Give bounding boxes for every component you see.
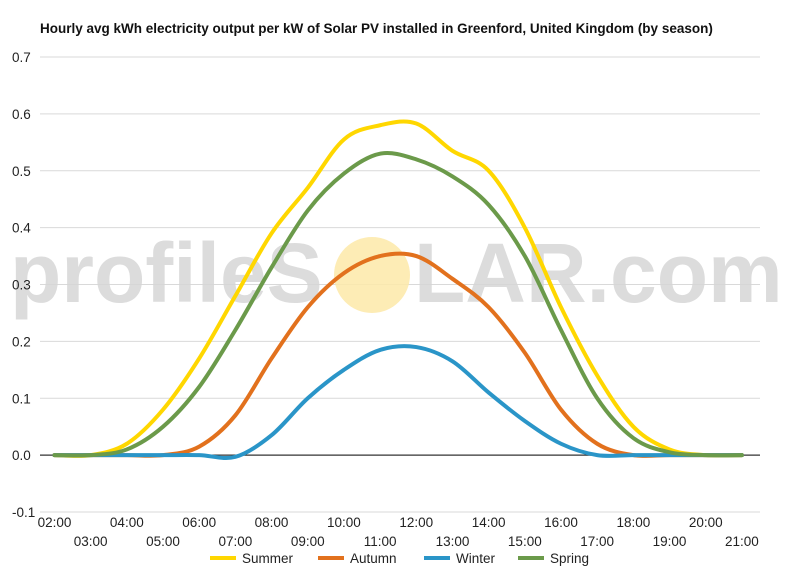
x-tick-label: 15:00: [508, 534, 542, 549]
y-tick-label: 0.1: [12, 391, 31, 406]
x-tick-label: 14:00: [472, 515, 506, 530]
watermark-text-right: LAR.com: [414, 226, 783, 320]
x-tick-label: 02:00: [38, 515, 72, 530]
x-tick-label: 16:00: [544, 515, 578, 530]
x-tick-label: 08:00: [255, 515, 289, 530]
x-tick-label: 10:00: [327, 515, 361, 530]
y-tick-label: 0.5: [12, 164, 31, 179]
x-tick-label: 05:00: [146, 534, 180, 549]
x-tick-label: 18:00: [616, 515, 650, 530]
legend-label: Summer: [242, 551, 294, 566]
x-tick-label: 03:00: [74, 534, 108, 549]
x-tick-label: 06:00: [182, 515, 216, 530]
x-tick-label: 13:00: [436, 534, 470, 549]
legend-label: Autumn: [350, 551, 397, 566]
x-tick-label: 21:00: [725, 534, 759, 549]
gridlines: [40, 56, 760, 513]
x-tick-label: 12:00: [399, 515, 433, 530]
legend-label: Spring: [550, 551, 589, 566]
y-axis-ticks: -0.1 0.0 0.1 0.2 0.3 0.4 0.5 0.6 0.7: [12, 50, 35, 520]
x-tick-label: 17:00: [580, 534, 614, 549]
y-tick-label: 0.3: [12, 278, 31, 293]
y-tick-label: 0.0: [12, 448, 31, 463]
legend-label: Winter: [456, 551, 496, 566]
x-tick-label: 04:00: [110, 515, 144, 530]
chart-title: Hourly avg kWh electricity output per kW…: [40, 21, 713, 36]
watermark-text-left: profileS: [10, 226, 323, 320]
series-line-winter: [52, 344, 744, 461]
watermark: profileS LAR.com: [10, 226, 783, 320]
series-line-spring: [52, 151, 744, 458]
x-tick-label: 09:00: [291, 534, 325, 549]
x-tick-label: 07:00: [218, 534, 252, 549]
x-tick-label: 19:00: [653, 534, 687, 549]
x-tick-label: 20:00: [689, 515, 723, 530]
x-tick-label: 11:00: [364, 534, 397, 549]
legend: Summer Autumn Winter Spring: [210, 551, 589, 566]
series-lines: [52, 119, 744, 461]
watermark-sun-icon: [334, 237, 410, 313]
y-tick-label: 0.7: [12, 50, 31, 65]
series-line-summer: [52, 119, 744, 458]
y-tick-label: 0.6: [12, 107, 31, 122]
y-tick-label: 0.2: [12, 334, 31, 349]
x-axis-ticks: 02:0003:0004:0005:0006:0007:0008:0009:00…: [38, 515, 759, 549]
y-tick-label: -0.1: [12, 505, 35, 520]
y-tick-label: 0.4: [12, 221, 31, 236]
